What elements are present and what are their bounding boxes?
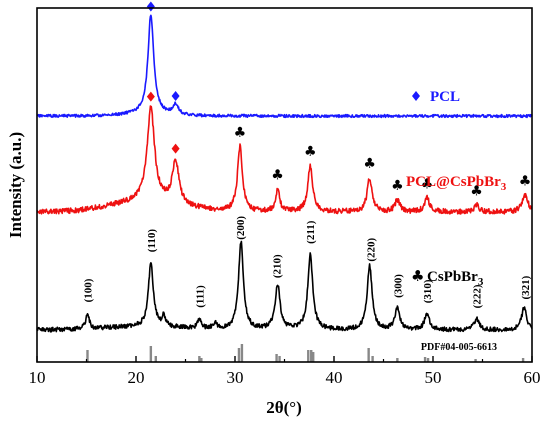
series-line: [36, 14, 533, 119]
miller-index: (200): [235, 216, 247, 240]
reference-stick: [396, 358, 399, 362]
diamond-marker: [171, 143, 180, 154]
reference-stick: [278, 356, 281, 362]
miller-index: (210): [272, 254, 284, 278]
miller-index-labels: (100) (110) (111) (200) (210) (211) (220) (300)…: [82, 216, 532, 309]
x-tick-label: 20: [128, 368, 145, 387]
miller-index: (321): [520, 275, 532, 299]
diamond-marker: [146, 91, 155, 102]
reference-stick: [426, 358, 430, 362]
reference-sticks: PDF#04-005-6613: [86, 342, 525, 362]
peak-markers: ♣ ♣ ♣ ♣ ♣ ♣ ♣ ♣: [146, 1, 532, 199]
plot-area: [37, 8, 532, 362]
series-line: [36, 105, 533, 215]
club-marker: ♣: [421, 176, 434, 192]
club-marker: ♣: [470, 183, 483, 199]
club-marker: ♣: [304, 144, 317, 160]
reference-stick: [237, 348, 241, 362]
miller-index: (110): [146, 229, 158, 253]
reference-stick: [149, 346, 153, 362]
reference-stick: [371, 356, 374, 362]
miller-index: (222): [472, 284, 484, 308]
series-traces: [36, 14, 533, 333]
legend-label: PCL: [430, 89, 460, 105]
miller-index: (100): [82, 278, 94, 302]
x-tick-label: 30: [227, 368, 244, 387]
diamond-marker: [171, 90, 180, 101]
reference-stick: [367, 348, 370, 362]
x-tick-label: 60: [524, 368, 541, 387]
reference-stick: [312, 352, 315, 362]
legend-label: PCL@CsPbBr3: [406, 174, 507, 193]
club-marker: ♣: [271, 167, 284, 183]
reference-stick: [474, 359, 477, 362]
reference-stick: [307, 350, 310, 362]
miller-index: (310): [422, 279, 434, 303]
miller-index: (300): [392, 274, 404, 298]
x-axis-ticks: 10 20 30 40 50 60: [29, 356, 541, 387]
reference-stick: [86, 350, 89, 362]
miller-index: (111): [194, 285, 206, 308]
reference-stick: [521, 358, 525, 362]
x-tick-label: 40: [326, 368, 343, 387]
club-marker: ♣: [234, 125, 247, 141]
x-tick-label: 50: [425, 368, 442, 387]
reference-label: PDF#04-005-6613: [421, 342, 497, 353]
club-marker: ♣: [519, 173, 532, 189]
legend-entry: PCL@CsPbBr3: [406, 174, 507, 193]
reference-stick: [310, 350, 313, 362]
x-tick-label: 10: [29, 368, 46, 387]
legend-entry: ♣ CsPbBr3: [411, 267, 484, 288]
diamond-marker: [146, 1, 155, 12]
y-axis-title: Intensity (a.u.): [6, 132, 25, 238]
miller-index: (211): [305, 220, 317, 244]
miller-index: (220): [366, 237, 378, 261]
x-axis-title: 2θ(°): [266, 398, 302, 417]
legend-club-icon: ♣: [411, 267, 424, 285]
reference-stick: [275, 354, 278, 362]
reference-stick: [240, 344, 244, 362]
club-marker: ♣: [363, 156, 376, 172]
reference-stick: [154, 356, 157, 362]
reference-stick: [198, 356, 201, 362]
legend-label: CsPbBr3: [427, 269, 484, 288]
reference-stick: [200, 358, 203, 362]
series-line: [36, 240, 533, 333]
club-marker: ♣: [391, 178, 404, 194]
legend-diamond-icon: [412, 91, 420, 101]
reference-stick: [423, 357, 427, 362]
legend-entry: PCL: [412, 89, 460, 105]
